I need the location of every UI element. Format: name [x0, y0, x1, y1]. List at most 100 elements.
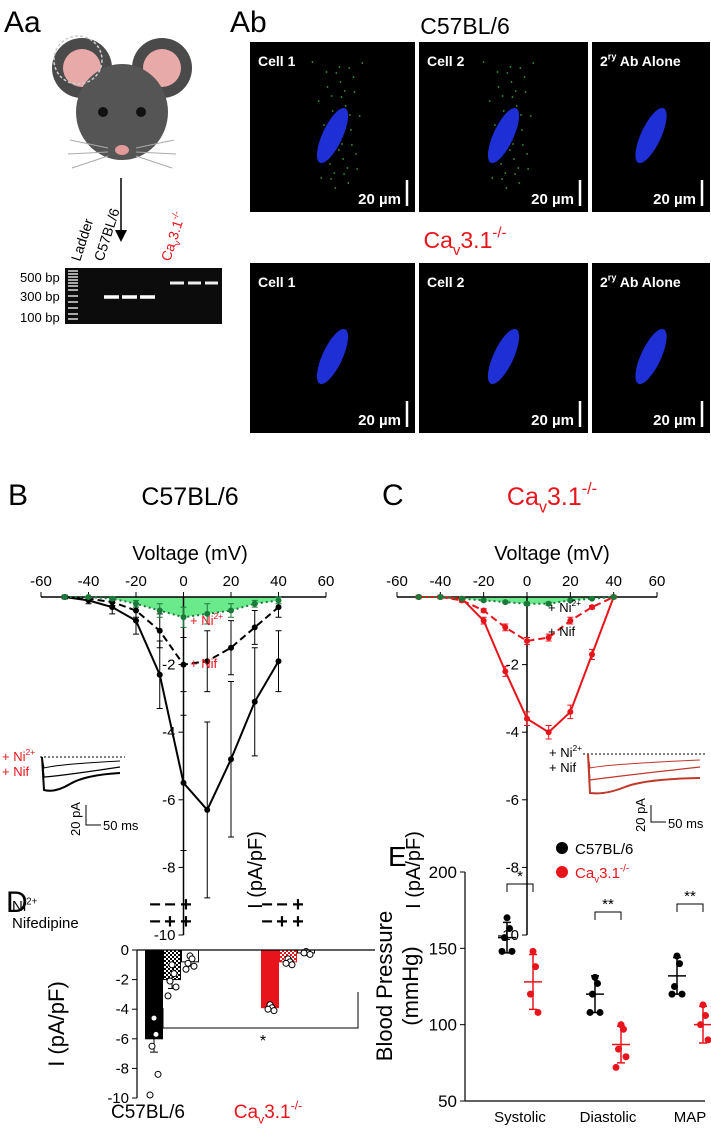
green-speckle: [510, 81, 513, 83]
data-point: [524, 637, 530, 644]
condition-sign: +: [292, 911, 304, 933]
text-part: 3.1: [547, 483, 582, 511]
annotation: + Ni2+: [548, 598, 581, 615]
data-point: [170, 970, 178, 978]
data-point: [156, 627, 163, 634]
data-point: [415, 594, 422, 600]
green-speckle: [519, 67, 522, 69]
data-point: [184, 959, 192, 967]
data-point: [182, 965, 190, 973]
green-speckle: [325, 71, 328, 73]
data-point: [591, 973, 599, 981]
green-speckle: [526, 153, 528, 155]
green-speckle: [527, 168, 529, 170]
green-speckle: [520, 114, 522, 116]
trace: [41, 756, 121, 769]
green-speckle: [504, 172, 507, 174]
trace: [41, 756, 121, 778]
green-speckle: [343, 90, 346, 92]
data-point: [152, 1030, 160, 1038]
data-point: [85, 594, 92, 600]
data-point: [282, 959, 290, 967]
data-point: [527, 990, 534, 998]
green-speckle: [501, 95, 504, 97]
scale-label: 20 µm: [531, 412, 574, 429]
data-point: [146, 1091, 154, 1099]
y-tick-label: 0: [121, 942, 129, 959]
data-point: [166, 977, 174, 985]
green-speckle: [500, 163, 502, 165]
text-part: 2: [600, 53, 608, 69]
cell-label: 2ry Ab Alone: [600, 273, 681, 290]
data-point: [697, 1021, 704, 1029]
condition-sign: +: [292, 894, 304, 916]
y-axis-title: (mmHg): [398, 946, 423, 1025]
text-part: + Ni: [549, 745, 573, 760]
x-tick-label: 60: [649, 573, 666, 590]
data-point: [275, 604, 282, 611]
condition-sign: +: [276, 911, 288, 933]
significance: *: [517, 868, 523, 885]
x-tick-label: C57BL/6: [111, 1102, 185, 1123]
data-point: [133, 617, 139, 624]
green-speckle: [491, 177, 494, 179]
text-part: + Ni: [190, 613, 214, 628]
y-tick-label: 200: [429, 863, 457, 882]
green-speckle: [339, 81, 342, 83]
x-tick-label: -40: [429, 573, 451, 590]
x-tick-label: 20: [223, 573, 240, 590]
green-speckle: [356, 168, 358, 170]
text-part: 2+: [26, 896, 37, 907]
green-speckle: [338, 66, 341, 68]
data-point: [172, 983, 180, 991]
green-speckle: [518, 182, 521, 184]
condition-sign: −: [164, 894, 176, 916]
y-tick-label: -4: [116, 1001, 129, 1018]
green-speckle: [352, 76, 355, 78]
data-point: [498, 947, 506, 955]
green-speckle: [523, 76, 526, 78]
cell-label: Cell 1: [258, 53, 296, 69]
scale-label: 50 ms: [103, 818, 139, 833]
text-part: Ca: [158, 241, 179, 263]
x-tick-label: 0: [523, 573, 531, 590]
green-speckle: [340, 96, 343, 98]
data-point: [529, 947, 537, 955]
panel-label: Aa: [4, 6, 41, 39]
data-point: [459, 595, 465, 602]
text-part: -/-: [620, 863, 629, 874]
green-speckle: [509, 66, 512, 68]
data-point: [480, 597, 487, 604]
data-point: [567, 597, 574, 604]
data-point: [567, 708, 574, 715]
green-speckle: [334, 187, 337, 189]
x-tick-label: 40: [605, 573, 622, 590]
y-axis-title: I (pA/pF): [44, 981, 69, 1067]
y-tick-label: -2: [162, 657, 175, 674]
nucleus: [316, 328, 349, 385]
green-speckle: [532, 62, 535, 64]
nucleus: [635, 107, 667, 164]
green-speckle: [353, 91, 356, 93]
x-tick-label: Cav3.1-/-: [234, 1098, 303, 1126]
green-speckle: [514, 173, 516, 175]
size-label: 300 bp: [20, 289, 60, 304]
x-tick-label: -60: [30, 573, 52, 590]
x-axis-title: Voltage (mV): [132, 543, 248, 565]
green-speckle: [330, 178, 332, 180]
data-point: [133, 607, 139, 614]
green-speckle: [349, 114, 351, 116]
text-part: Cell 2: [427, 274, 465, 290]
significance-bracket: [506, 883, 534, 892]
green-speckle: [496, 71, 499, 73]
head: [76, 64, 168, 160]
data-point: [534, 1008, 542, 1016]
annotation: + Nif: [548, 624, 575, 639]
data-point: [251, 698, 258, 705]
data-point: [678, 990, 686, 998]
y-tick-label: -4: [506, 724, 519, 741]
text-part: v: [539, 499, 548, 517]
scale-bar: [85, 805, 101, 826]
legend-marker: [556, 842, 568, 854]
data-point: [594, 979, 601, 987]
